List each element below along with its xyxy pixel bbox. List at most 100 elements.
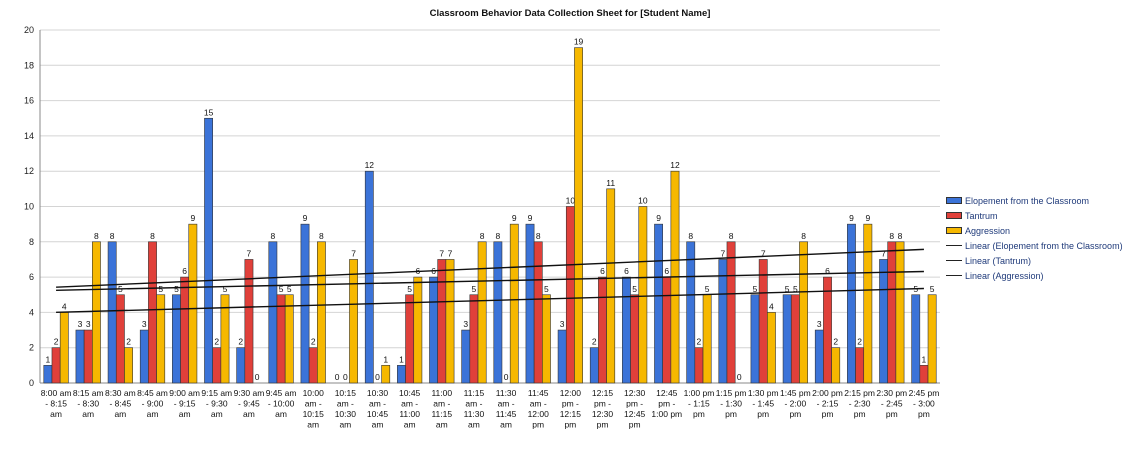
data-label-aggression: 2 <box>126 337 131 347</box>
bar-elopement <box>654 223 663 384</box>
y-tick-label: 16 <box>24 96 34 106</box>
bar-aggression <box>895 241 905 384</box>
data-label-elopement: 7 <box>721 248 726 258</box>
data-label-elopement: 1 <box>399 354 404 364</box>
data-label-tantrum: 3 <box>86 319 91 329</box>
data-label-elopement: 5 <box>753 284 758 294</box>
bar-tantrum <box>598 276 607 384</box>
bar-elopement <box>589 347 599 384</box>
x-tick-label: 9:45 am - 10:00 am <box>266 388 297 419</box>
y-tick-label: 12 <box>24 166 34 176</box>
bar-elopement <box>911 294 921 384</box>
bar-aggression <box>574 47 583 384</box>
bar-tantrum <box>244 259 254 384</box>
x-tick-label: 11:15 am -11:30 am <box>464 388 485 430</box>
data-label-aggression: 0 <box>255 372 260 382</box>
data-label-tantrum: 1 <box>922 354 927 364</box>
bar-elopement <box>172 294 181 384</box>
data-label-tantrum: 7 <box>247 248 252 258</box>
data-label-elopement: 3 <box>560 319 565 329</box>
x-tick-label: 9:15 am - 9:30 am <box>201 388 232 419</box>
bar-aggression <box>831 347 841 384</box>
data-label-tantrum: 8 <box>729 231 734 241</box>
bar-tantrum <box>51 347 61 384</box>
data-label-aggression: 5 <box>287 284 292 294</box>
bar-elopement <box>557 329 567 384</box>
data-label-aggression: 8 <box>94 231 99 241</box>
x-tick-label: 8:00 am - 8:15 am <box>41 388 72 419</box>
data-label-aggression: 5 <box>544 284 549 294</box>
legend-line-trend-elopement <box>946 245 962 246</box>
legend-swatch-elopement <box>946 197 962 204</box>
data-label-aggression: 5 <box>705 284 710 294</box>
bar-aggression <box>927 294 937 384</box>
y-tick-label: 10 <box>24 202 34 212</box>
bar-aggression <box>381 365 391 384</box>
data-label-aggression: 0 <box>737 372 742 382</box>
legend-label-trend-elopement: Linear (Elopement from the Classroom) <box>965 240 1123 251</box>
data-label-elopement: 1 <box>46 354 51 364</box>
x-tick-label: 9:30 am - 9:45 am <box>234 388 265 419</box>
legend-line-trend-aggression <box>946 275 962 276</box>
data-label-elopement: 8 <box>496 231 501 241</box>
y-tick-label: 20 <box>24 25 34 35</box>
legend-label-trend-aggression: Linear (Aggression) <box>965 270 1044 281</box>
bar-aggression <box>188 223 198 384</box>
bar-aggression <box>638 206 648 384</box>
x-tick-label: 12:15 pm -12:30 pm <box>592 388 614 430</box>
bar-elopement <box>397 365 406 384</box>
data-label-tantrum: 0 <box>343 372 348 382</box>
data-label-elopement: 9 <box>849 213 854 223</box>
data-label-elopement: 15 <box>204 107 214 117</box>
data-label-tantrum: 5 <box>407 284 412 294</box>
bar-elopement <box>300 223 310 384</box>
y-tick-label: 18 <box>24 60 34 70</box>
y-tick-label: 6 <box>29 272 34 282</box>
data-label-aggression: 8 <box>480 231 485 241</box>
x-tick-label: 2:30 pm - 2:45 pm <box>876 388 907 419</box>
bar-tantrum <box>212 347 222 384</box>
data-label-elopement: 8 <box>688 231 693 241</box>
bar-elopement <box>364 170 374 384</box>
x-tick-label: 11:00 am -11:15 am <box>431 388 452 430</box>
data-label-aggression: 8 <box>898 231 903 241</box>
data-label-tantrum: 5 <box>472 284 477 294</box>
data-label-elopement: 9 <box>528 213 533 223</box>
bar-tantrum <box>148 241 157 384</box>
x-tick-label: 10:45 am -11:00 am <box>399 388 421 430</box>
data-label-elopement: 12 <box>365 160 375 170</box>
legend-label-aggression: Aggression <box>965 225 1011 236</box>
data-label-tantrum: 8 <box>889 231 894 241</box>
data-label-elopement: 5 <box>785 284 790 294</box>
legend-label-trend-tantrum: Linear (Tantrum) <box>965 255 1032 266</box>
x-tick-label: 12:00 pm -12:15 pm <box>560 388 582 430</box>
data-label-tantrum: 0 <box>375 372 380 382</box>
x-tick-label: 8:45 am - 9:00 am <box>137 388 168 419</box>
legend-item-tantrum: Tantrum <box>946 208 1123 223</box>
data-label-tantrum: 5 <box>279 284 284 294</box>
bar-tantrum <box>630 294 640 384</box>
x-tick-label: 2:00 pm - 2:15 pm <box>812 388 843 419</box>
bar-tantrum <box>469 294 479 384</box>
data-label-elopement: 6 <box>624 266 629 276</box>
x-tick-label: 2:15 pm - 2:30 pm <box>844 388 875 419</box>
bar-tantrum <box>180 276 190 384</box>
bar-tantrum <box>437 259 447 384</box>
data-label-tantrum: 6 <box>664 266 669 276</box>
data-label-elopement: 3 <box>817 319 822 329</box>
data-label-elopement: 2 <box>238 337 243 347</box>
data-label-elopement: 3 <box>78 319 83 329</box>
bar-tantrum <box>758 259 768 384</box>
data-label-tantrum: 5 <box>793 284 798 294</box>
x-tick-label: 11:30 am -11:45 am <box>496 388 517 430</box>
data-label-aggression: 9 <box>865 213 870 223</box>
data-label-elopement: 0 <box>335 372 340 382</box>
x-tick-label: 1:15 pm - 1:30 pm <box>716 388 747 419</box>
data-label-aggression: 5 <box>158 284 163 294</box>
bar-aggression <box>349 259 358 384</box>
bar-tantrum <box>790 294 800 384</box>
bar-tantrum <box>276 294 286 384</box>
x-tick-label: 10:00 am -10:15 am <box>303 388 325 430</box>
y-tick-label: 14 <box>24 131 34 141</box>
